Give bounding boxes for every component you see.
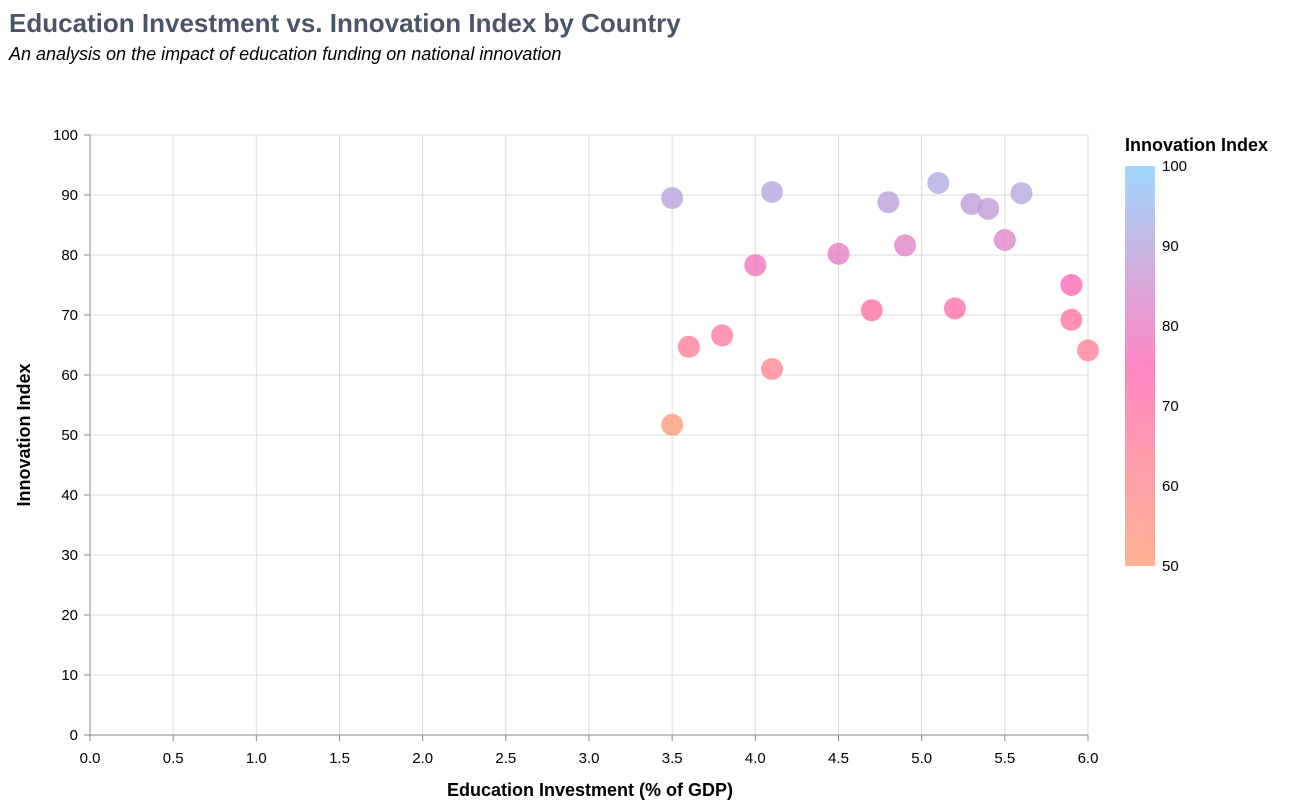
grid	[89, 134, 1089, 736]
y-tick-label: 40	[61, 487, 78, 504]
data-point	[1060, 308, 1083, 331]
data-point	[661, 413, 684, 436]
legend-label: 90	[1162, 238, 1179, 255]
x-tick-label: 1.5	[329, 750, 350, 767]
y-tick-label: 90	[61, 187, 78, 204]
data-point	[677, 335, 700, 358]
legend-label: 60	[1162, 478, 1179, 495]
axes: 0.0 0.5 1.0 1.5 2.0 2.5 3.0 3.5 4.0 4.5 5.0 5.5 6.0 0…	[53, 127, 1098, 767]
legend-label: 50	[1162, 558, 1179, 575]
data-point	[760, 181, 783, 203]
x-tick-label: 5.5	[994, 750, 1015, 767]
y-tick-label: 20	[61, 607, 78, 624]
y-tick-label: 30	[61, 547, 78, 564]
y-tick-label: 100	[53, 127, 78, 144]
data-point	[760, 358, 783, 380]
x-axis-title: Education Investment (% of GDP)	[447, 780, 733, 800]
data-point	[894, 234, 917, 257]
chart-title: Education Investment vs. Innovation Inde…	[9, 8, 681, 38]
x-tick-label: 3.5	[662, 750, 683, 767]
y-tick-label: 80	[61, 247, 78, 264]
data-point	[1060, 274, 1083, 296]
legend-label: 100	[1162, 158, 1187, 175]
x-tick-label: 4.0	[745, 750, 766, 767]
x-tick-label: 0.5	[163, 750, 184, 767]
x-tick-label: 2.0	[412, 750, 433, 767]
legend-label: 80	[1162, 318, 1179, 335]
y-tick-label: 0	[70, 727, 78, 744]
y-tick-label: 60	[61, 367, 78, 384]
legend-title: Innovation Index	[1125, 135, 1268, 155]
data-point	[993, 229, 1016, 251]
data-point	[1010, 182, 1033, 205]
legend: Innovation Index 100 90 80 70 60 50	[1125, 135, 1268, 575]
x-tick-label: 2.5	[495, 750, 516, 767]
x-tick-label: 3.0	[579, 750, 600, 767]
x-tick-label: 1.0	[246, 750, 267, 767]
y-axis-title: Innovation Index	[14, 363, 34, 506]
data-point	[977, 197, 1000, 220]
legend-gradient-bar	[1125, 166, 1155, 566]
data-point	[744, 254, 767, 277]
x-tick-label: 5.0	[911, 750, 932, 767]
data-point	[960, 193, 983, 215]
data-point	[927, 172, 950, 194]
y-tick-label: 70	[61, 307, 78, 324]
chart-subtitle: An analysis on the impact of education f…	[8, 44, 561, 64]
data-points	[661, 172, 1099, 436]
data-point	[1077, 339, 1099, 362]
data-point	[860, 299, 883, 322]
data-point	[877, 191, 900, 214]
data-point	[711, 324, 734, 347]
y-tick-label: 50	[61, 427, 78, 444]
data-point	[943, 297, 966, 320]
y-tick-label: 10	[61, 667, 78, 684]
x-tick-label: 0.0	[80, 750, 101, 767]
x-tick-label: 6.0	[1078, 750, 1099, 767]
data-point	[827, 242, 850, 265]
data-point	[661, 187, 684, 209]
legend-label: 70	[1162, 398, 1179, 415]
x-tick-label: 4.5	[828, 750, 849, 767]
